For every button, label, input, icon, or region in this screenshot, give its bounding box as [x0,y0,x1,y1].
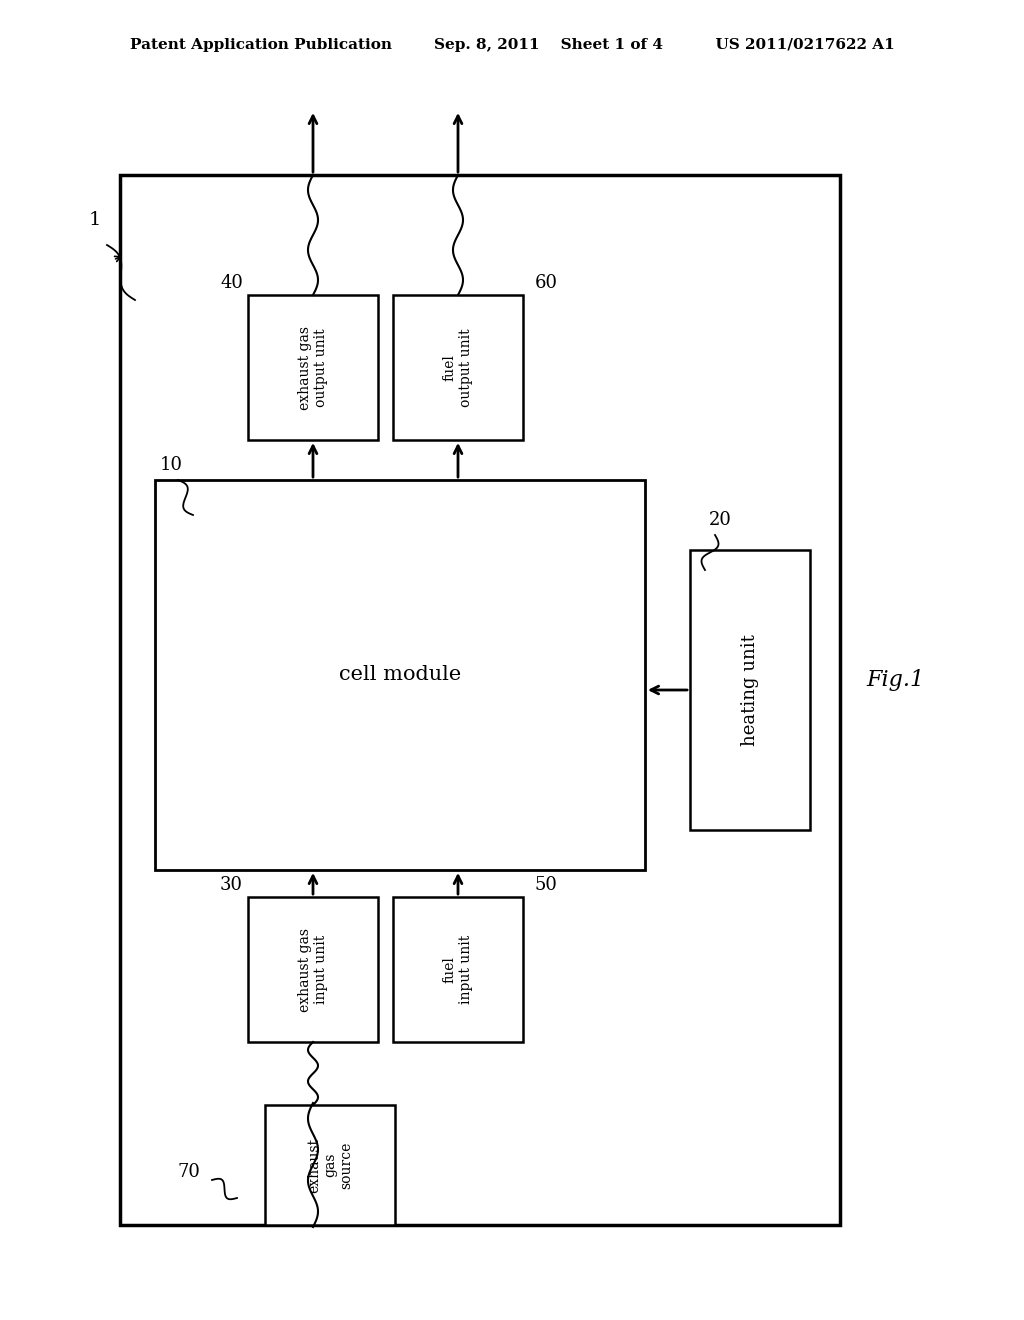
Text: Patent Application Publication        Sep. 8, 2011    Sheet 1 of 4          US 2: Patent Application Publication Sep. 8, 2… [130,38,894,51]
Text: 20: 20 [709,511,731,529]
Text: Fig.1: Fig.1 [866,669,924,690]
Text: 10: 10 [160,455,183,474]
Bar [690,550,810,830]
Text: 30: 30 [220,876,243,894]
Text: cell module: cell module [339,665,461,685]
Text: fuel
input unit: fuel input unit [443,935,473,1005]
Bar [393,294,523,440]
Text: exhaust gas
input unit: exhaust gas input unit [298,928,328,1011]
Bar [265,1105,395,1225]
Text: exhaust gas
output unit: exhaust gas output unit [298,326,328,409]
Bar [120,176,840,1225]
Text: heating unit: heating unit [741,634,759,746]
Bar [393,898,523,1041]
Bar [248,294,378,440]
Text: 50: 50 [535,876,558,894]
Text: 60: 60 [535,275,558,292]
Bar [248,898,378,1041]
Text: exhaust
gas
source: exhaust gas source [307,1138,353,1192]
Text: 1: 1 [89,211,101,228]
Text: fuel
output unit: fuel output unit [443,329,473,407]
Bar [155,480,645,870]
Text: 70: 70 [177,1163,200,1181]
Text: 40: 40 [220,275,243,292]
